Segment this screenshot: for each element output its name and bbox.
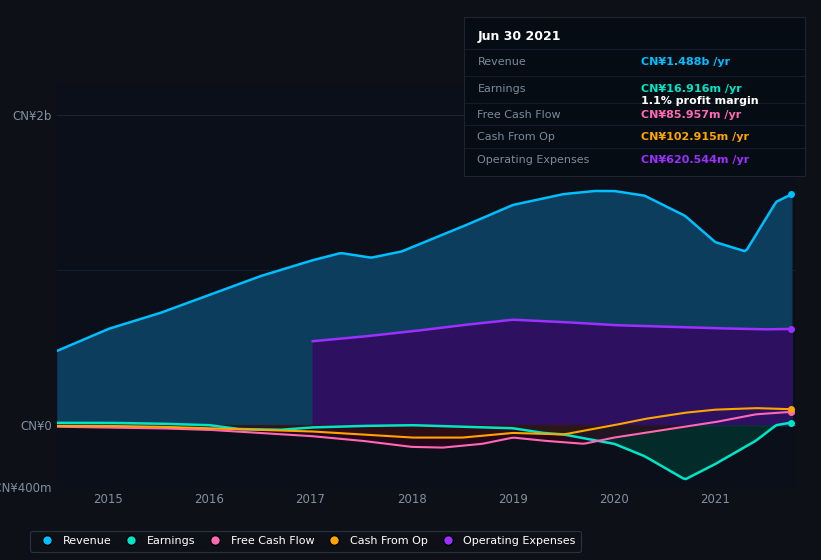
Text: Cash From Op: Cash From Op <box>478 132 555 142</box>
Text: 1.1% profit margin: 1.1% profit margin <box>641 96 759 106</box>
Text: CN¥1.488b /yr: CN¥1.488b /yr <box>641 57 730 67</box>
Text: Jun 30 2021: Jun 30 2021 <box>478 30 561 43</box>
Text: Free Cash Flow: Free Cash Flow <box>478 110 561 120</box>
Text: CN¥102.915m /yr: CN¥102.915m /yr <box>641 132 749 142</box>
Text: CN¥620.544m /yr: CN¥620.544m /yr <box>641 156 750 165</box>
Legend: Revenue, Earnings, Free Cash Flow, Cash From Op, Operating Expenses: Revenue, Earnings, Free Cash Flow, Cash … <box>30 530 581 552</box>
Text: Earnings: Earnings <box>478 85 526 95</box>
Text: Revenue: Revenue <box>478 57 526 67</box>
Text: CN¥85.957m /yr: CN¥85.957m /yr <box>641 110 741 120</box>
Text: CN¥16.916m /yr: CN¥16.916m /yr <box>641 85 742 95</box>
Text: Operating Expenses: Operating Expenses <box>478 156 589 165</box>
